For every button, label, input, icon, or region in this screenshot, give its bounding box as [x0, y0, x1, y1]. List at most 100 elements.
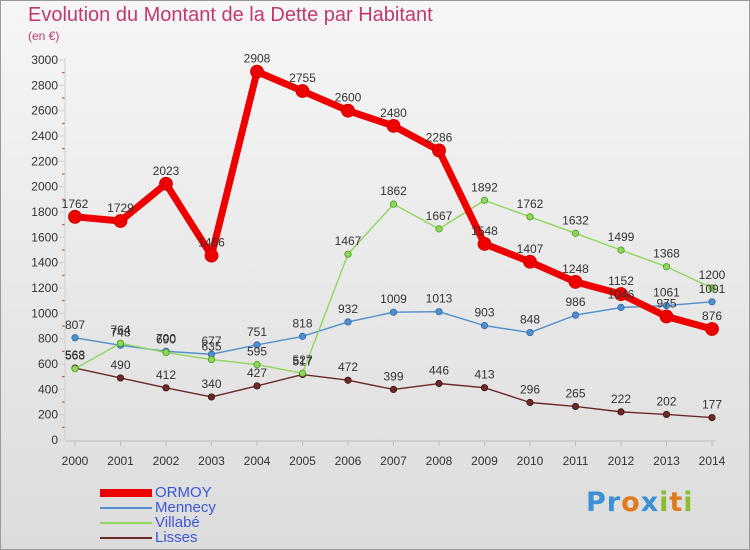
legend-label: Lisses [155, 529, 198, 546]
data-label-lisses: 202 [656, 394, 676, 408]
legend-label: Villabé [155, 514, 200, 531]
x-tick-label: 2002 [153, 454, 180, 468]
point-villabe [253, 361, 261, 369]
data-label-ormoy: 1456 [198, 236, 225, 250]
data-label-ormoy: 2286 [426, 130, 453, 144]
y-tick-label: 2800 [31, 78, 58, 92]
legend-item-lisses: Lisses [100, 530, 360, 545]
point-lisses [617, 408, 625, 416]
data-label-ormoy: 2023 [153, 164, 180, 178]
y-tick-label: 3000 [31, 53, 58, 67]
point-villabe [617, 246, 625, 254]
y-tick-label: 600 [38, 357, 58, 371]
point-ormoy [432, 143, 446, 158]
chart-subtitle: (en €) [28, 29, 60, 43]
x-tick-label: 2011 [563, 454, 589, 468]
data-label-mennecy: 1061 [653, 286, 680, 300]
data-label-mennecy: 1013 [426, 292, 453, 306]
data-label-ormoy: 876 [702, 309, 722, 323]
data-label-lisses: 472 [338, 360, 358, 374]
point-villabe [162, 348, 170, 357]
data-label-villabe: 1862 [380, 184, 407, 198]
data-label-villabe: 690 [156, 333, 176, 347]
data-label-ormoy: 2480 [380, 106, 407, 120]
legend-swatch [100, 522, 152, 524]
data-label-villabe: 527 [292, 353, 312, 367]
point-mennecy [662, 302, 671, 310]
point-ormoy [523, 254, 537, 269]
point-ormoy [113, 214, 128, 228]
data-label-mennecy: 932 [338, 302, 358, 316]
x-tick-label: 2013 [653, 454, 680, 468]
data-label-mennecy: 748 [110, 325, 130, 339]
point-villabe [480, 196, 489, 204]
y-tick-label: 1000 [31, 306, 58, 320]
data-label-villabe: 563 [65, 349, 85, 363]
point-villabe [298, 369, 307, 377]
data-label-ormoy: 2755 [289, 71, 316, 85]
point-ormoy [295, 84, 310, 98]
point-villabe [389, 200, 398, 208]
data-label-villabe: 1892 [471, 180, 498, 194]
point-mennecy [389, 308, 398, 316]
data-label-mennecy: 818 [292, 316, 312, 330]
legend-item-villabe: Villabé [100, 515, 360, 530]
point-mennecy [571, 311, 580, 319]
x-tick-label: 2014 [699, 454, 726, 468]
point-ormoy [705, 322, 719, 336]
point-lisses [662, 410, 671, 419]
y-tick-label: 2200 [31, 154, 58, 168]
point-ormoy [614, 287, 628, 301]
data-label-lisses: 517 [292, 355, 312, 369]
data-label-mennecy: 1091 [699, 282, 726, 296]
data-label-ormoy: 2908 [244, 52, 271, 66]
point-villabe [708, 284, 716, 292]
logo-letter: r [606, 487, 622, 518]
y-tick-label: 800 [38, 332, 58, 346]
data-label-villabe: 1200 [699, 268, 726, 282]
legend-label: Mennecy [155, 499, 216, 516]
x-tick-label: 2003 [198, 454, 225, 468]
point-mennecy [298, 332, 307, 340]
data-label-villabe: 1368 [653, 247, 680, 261]
point-villabe [571, 229, 580, 237]
data-label-lisses: 490 [110, 358, 130, 372]
data-label-lisses: 413 [474, 368, 494, 382]
logo-letter: o [621, 487, 641, 518]
point-ormoy [386, 118, 401, 133]
data-label-ormoy: 1729 [107, 201, 134, 215]
point-lisses [435, 379, 443, 388]
series-villabe [71, 196, 716, 377]
data-label-ormoy: 1152 [608, 274, 634, 288]
x-tick-label: 2005 [289, 454, 316, 468]
data-label-mennecy: 751 [247, 325, 267, 339]
data-label-mennecy: 1009 [380, 292, 407, 306]
point-ormoy [568, 275, 583, 289]
data-label-ormoy: 1248 [562, 262, 589, 276]
x-tick-label: 2000 [62, 454, 89, 468]
data-label-mennecy: 903 [474, 306, 494, 320]
point-ormoy [68, 209, 82, 224]
point-mennecy [435, 308, 443, 316]
data-label-mennecy: 986 [565, 295, 585, 309]
data-label-villabe: 1632 [562, 213, 589, 227]
y-tick-label: 1400 [31, 256, 58, 270]
point-villabe [435, 225, 443, 233]
point-villabe [662, 263, 671, 271]
data-label-villabe: 1467 [335, 234, 362, 248]
point-villabe [71, 365, 79, 373]
logo-letter: x [640, 487, 660, 518]
point-mennecy [708, 298, 716, 306]
series-layer [68, 64, 719, 422]
y-tick-label: 0 [51, 433, 58, 447]
point-lisses [571, 402, 580, 411]
point-mennecy [253, 341, 261, 349]
data-label-ormoy: 2600 [335, 91, 362, 105]
legend-label: ORMOY [155, 484, 212, 501]
point-lisses [253, 382, 261, 390]
point-villabe [207, 355, 216, 364]
legend-swatch [100, 537, 152, 539]
data-label-ormoy: 975 [656, 297, 676, 311]
point-lisses [207, 393, 216, 401]
